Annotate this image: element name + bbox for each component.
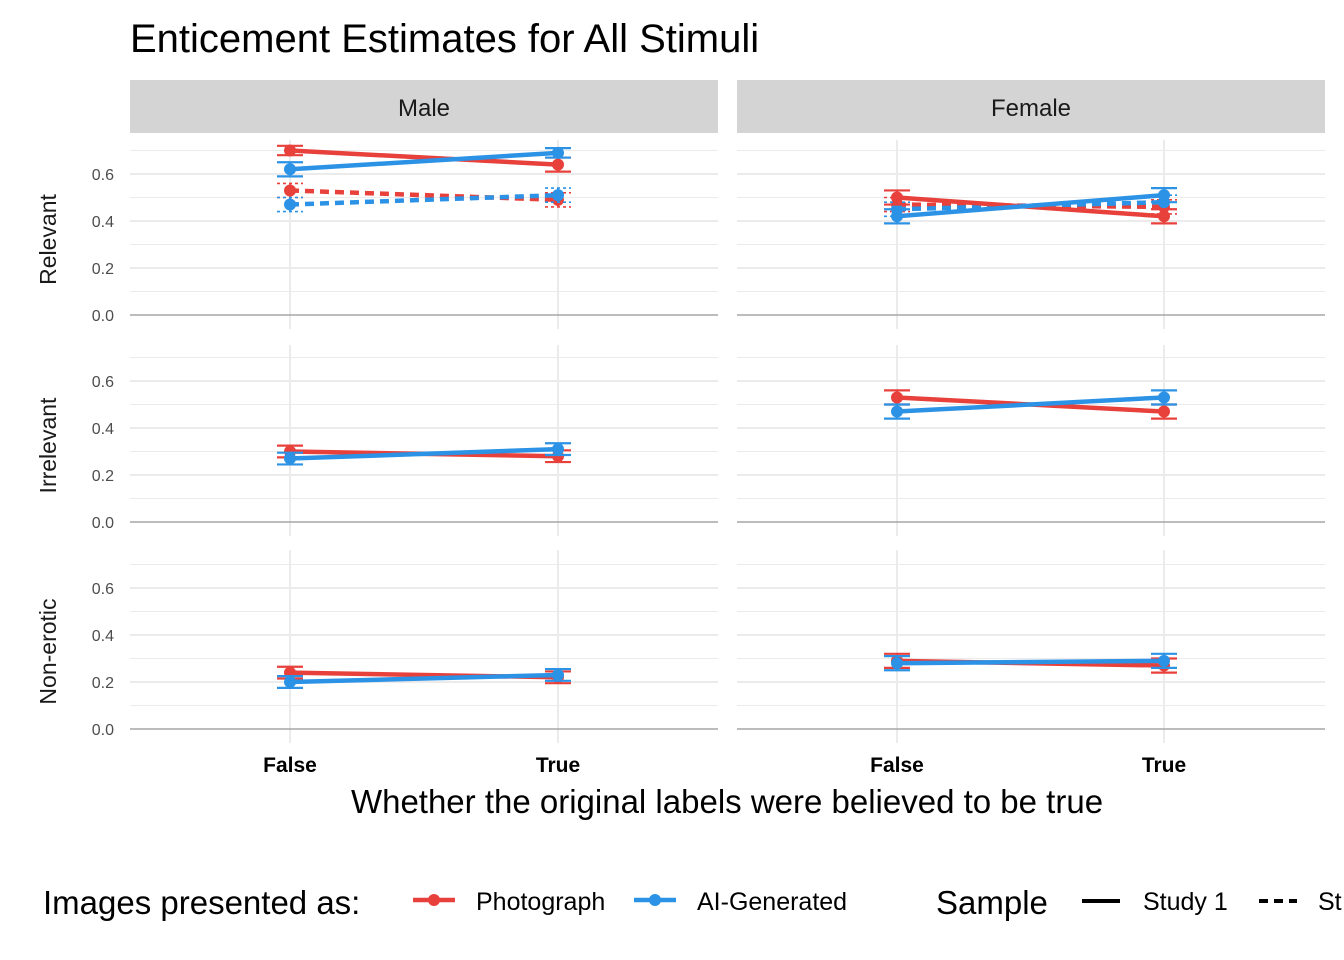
data-point bbox=[552, 189, 564, 202]
data-point bbox=[284, 144, 296, 157]
x-tick-label: True bbox=[1142, 754, 1186, 777]
legend-label: AI-Generated bbox=[697, 888, 847, 916]
data-point bbox=[552, 668, 564, 681]
y-tick-label: 0.4 bbox=[92, 628, 114, 645]
series-line bbox=[289, 672, 559, 685]
data-point bbox=[1158, 391, 1170, 404]
legend-item-photograph: Photograph bbox=[413, 888, 605, 916]
x-tick-label: False bbox=[263, 754, 317, 777]
strip-label-female: Female bbox=[991, 95, 1071, 122]
data-point bbox=[1158, 189, 1170, 202]
data-point bbox=[891, 657, 903, 670]
legend-label: Study 1 bbox=[1143, 888, 1228, 916]
data-point bbox=[284, 452, 296, 465]
y-tick-label: 0.6 bbox=[92, 374, 114, 391]
data-point bbox=[284, 184, 296, 197]
y-tick-label: 0.6 bbox=[92, 167, 114, 184]
data-point bbox=[891, 391, 903, 404]
panel-male-relevant bbox=[130, 140, 718, 329]
y-tick-label: 0.0 bbox=[92, 308, 114, 325]
data-point bbox=[891, 405, 903, 418]
y-tick-label: 0.2 bbox=[92, 468, 114, 485]
legend: Images presented as: Photograph AI-Generat… bbox=[43, 884, 1342, 921]
legend-swatch-point bbox=[649, 894, 661, 906]
row-label-relevant: Relevant bbox=[35, 194, 61, 285]
series-line bbox=[289, 148, 559, 167]
panel-male-non-erotic bbox=[130, 550, 718, 743]
series-ai-generated-solid bbox=[884, 187, 1177, 225]
strip-female bbox=[737, 80, 1325, 133]
series-line bbox=[896, 658, 1165, 666]
series-line bbox=[289, 150, 559, 172]
series-ai-generated-solid bbox=[884, 652, 1177, 672]
panel-male-irrelevant bbox=[130, 345, 718, 536]
chart-title: Enticement Estimates for All Stimuli bbox=[130, 17, 759, 61]
series-line bbox=[896, 395, 1165, 414]
panel-female-non-erotic bbox=[737, 550, 1325, 743]
strip-label-male: Male bbox=[398, 95, 450, 122]
data-point bbox=[284, 163, 296, 176]
y-tick-label: 0.0 bbox=[92, 515, 114, 532]
series-ai-generated-dashed bbox=[277, 187, 571, 213]
series-ai-generated-solid bbox=[277, 442, 571, 466]
x-tick-label: True bbox=[536, 754, 580, 777]
x-axis-label: Whether the original labels were believe… bbox=[351, 783, 1103, 820]
legend-swatch-point bbox=[428, 894, 440, 906]
legend-color-title: Images presented as: bbox=[43, 884, 360, 921]
series-line bbox=[289, 446, 559, 461]
y-tick-label: 0.4 bbox=[92, 421, 114, 438]
series-ai-generated-solid bbox=[884, 389, 1177, 420]
x-tick-label: False bbox=[870, 754, 924, 777]
legend-label: Photograph bbox=[476, 888, 605, 916]
data-point bbox=[284, 198, 296, 211]
panel-female-relevant bbox=[737, 140, 1325, 329]
series-line bbox=[896, 192, 1165, 219]
legend-label: St bbox=[1318, 888, 1342, 916]
data-point bbox=[1158, 405, 1170, 418]
y-tick-label: 0.0 bbox=[92, 722, 114, 739]
row-label-non-erotic: Non-erotic bbox=[35, 598, 61, 704]
strip-male bbox=[130, 80, 718, 133]
data-point bbox=[891, 191, 903, 204]
y-tick-label: 0.2 bbox=[92, 261, 114, 278]
legend-linetype-title: Sample bbox=[936, 884, 1048, 921]
panels: Male Female 0.0 0.2 0.4 0.6 Relevant 0.0 0.2 0.4 0… bbox=[35, 80, 1325, 777]
panel-female-irrelevant bbox=[737, 345, 1325, 536]
data-point bbox=[284, 676, 296, 688]
y-tick-label: 0.4 bbox=[92, 214, 114, 231]
legend-item-ai-generated: AI-Generated bbox=[634, 888, 847, 916]
data-point bbox=[552, 158, 564, 171]
series-photograph-solid bbox=[277, 144, 571, 173]
legend-linetype-item: Study 1 bbox=[1082, 888, 1228, 916]
data-point bbox=[552, 443, 564, 456]
data-point bbox=[1158, 654, 1170, 667]
y-tick-label: 0.2 bbox=[92, 675, 114, 692]
row-label-irrelevant: Irrelevant bbox=[35, 397, 61, 493]
data-point bbox=[891, 210, 903, 223]
data-point bbox=[1158, 210, 1170, 223]
y-tick-label: 0.6 bbox=[92, 581, 114, 598]
legend-linetype-item: St bbox=[1259, 888, 1342, 916]
series-ai-generated-solid bbox=[277, 667, 571, 689]
data-point bbox=[552, 146, 564, 159]
series-ai-generated-solid bbox=[277, 146, 571, 178]
